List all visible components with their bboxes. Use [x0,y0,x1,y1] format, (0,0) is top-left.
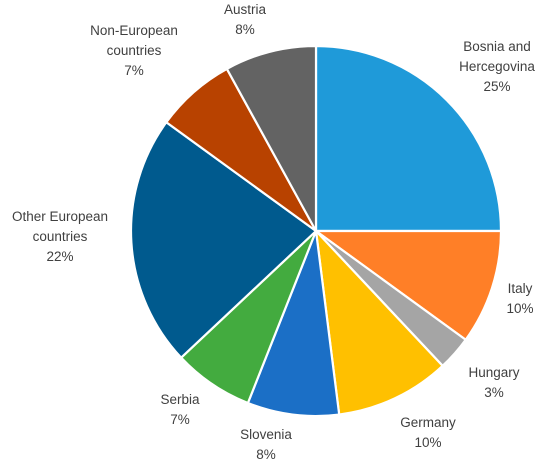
pie-slice-italy [312,229,503,342]
data-label-germany: Germany 10% [400,415,456,450]
pie-slice-bosnia-and-hercegovina [314,44,503,233]
pie-slice-germany [314,227,445,416]
data-label-italy: Italy 10% [506,281,533,316]
data-label-other-european-countries: Other European countries 22% [12,209,108,264]
data-label-hungary: Hungary 3% [468,365,519,400]
pie-slice-slovenia [246,230,341,418]
data-label-slovenia: Slovenia 8% [240,427,292,462]
data-label-non-european-countries: Non-European countries 7% [90,23,178,78]
pie-slices [129,44,503,418]
pie-slice-austria [225,44,318,232]
pie-labels: Bosnia and Hercegovina 25% Italy 10% Hungary 3… [12,2,535,462]
data-label-serbia: Serbia 7% [160,392,200,427]
pie-slice-other-european-countries [129,120,318,360]
data-label-austria: Austria 8% [224,2,267,37]
data-label-bosnia-and-hercegovina: Bosnia and Hercegovina 25% [459,39,535,94]
